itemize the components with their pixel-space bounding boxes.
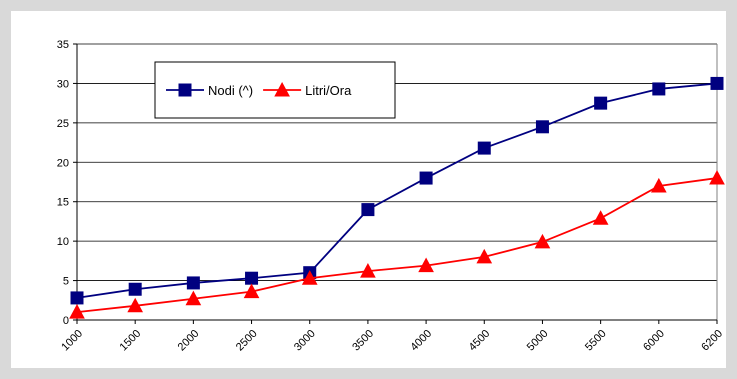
series-line <box>76 177 718 314</box>
x-tick-label: 4500 <box>467 328 493 354</box>
data-point <box>419 171 433 185</box>
x-tick-label: 3500 <box>350 328 376 354</box>
y-tick-label: 25 <box>57 118 69 130</box>
x-tick-label: 4000 <box>408 328 434 354</box>
y-tick-label: 20 <box>57 157 69 169</box>
data-point <box>418 257 434 273</box>
data-point <box>361 203 375 217</box>
y-tick-label: 0 <box>63 315 69 327</box>
data-point <box>709 170 725 185</box>
legend-label: Litri/Ora <box>305 83 352 98</box>
data-point <box>127 297 144 313</box>
data-point <box>69 304 85 319</box>
x-tick-label: 5500 <box>583 328 609 354</box>
data-point <box>186 276 200 290</box>
data-point <box>476 248 493 264</box>
x-tick-label: 5000 <box>525 328 551 354</box>
x-tick-label: 3000 <box>292 328 318 354</box>
legend: Nodi (^) Litri/Ora <box>154 61 396 119</box>
y-tick-label: 5 <box>63 276 69 288</box>
y-tick-label: 35 <box>57 39 69 51</box>
series <box>69 76 725 319</box>
data-point <box>477 141 491 155</box>
data-point <box>535 120 549 134</box>
legend-marker <box>178 83 192 97</box>
data-point <box>652 82 666 96</box>
x-tick-label: 6200 <box>699 328 725 354</box>
data-point <box>245 271 259 285</box>
data-point <box>594 96 608 110</box>
y-tick-label: 15 <box>57 197 69 209</box>
series-1 <box>70 76 724 305</box>
data-point <box>301 270 318 285</box>
data-point <box>710 76 724 90</box>
x-tick-label: 1000 <box>59 328 85 354</box>
data-point <box>185 290 202 306</box>
legend-marker <box>274 81 290 97</box>
x-tick-label: 6000 <box>641 328 667 354</box>
legend-entry: Nodi (^) <box>166 83 253 98</box>
legend-entry: Litri/Ora <box>263 81 352 98</box>
series-line <box>76 82 718 299</box>
data-point <box>592 210 609 225</box>
grid-lines <box>77 43 717 281</box>
data-point <box>70 291 84 305</box>
data-point <box>243 283 260 299</box>
series-2 <box>69 170 725 319</box>
y-tick-label: 10 <box>57 236 69 248</box>
legend-label: Nodi (^) <box>208 83 253 98</box>
data-point <box>128 282 142 296</box>
data-point <box>534 233 551 249</box>
data-point <box>360 263 376 278</box>
x-tick-label: 1500 <box>118 328 144 354</box>
data-point <box>650 177 667 193</box>
x-tick-label: 2000 <box>176 328 202 354</box>
y-tick-label: 30 <box>57 78 69 90</box>
x-tick-label: 2500 <box>234 328 260 354</box>
